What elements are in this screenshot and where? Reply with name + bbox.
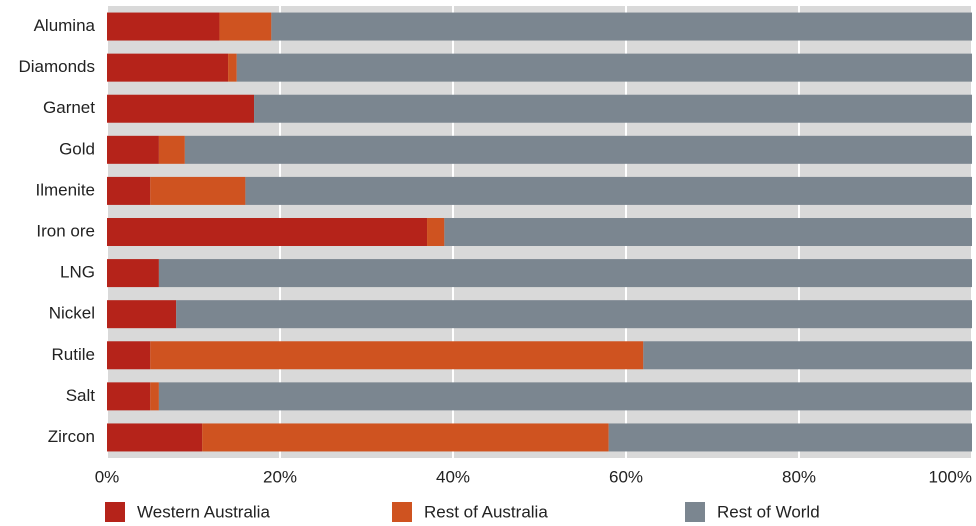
y-tick-label: Iron ore: [36, 221, 95, 240]
x-tick-label: 80%: [782, 467, 816, 486]
y-tick-label: Salt: [66, 386, 96, 405]
legend-label: Rest of Australia: [424, 502, 548, 521]
y-tick-label: Ilmenite: [35, 180, 95, 199]
x-tick-label: 40%: [436, 467, 470, 486]
bar-segment: [254, 94, 973, 123]
bar-segment: [427, 218, 445, 246]
bar-segment: [444, 218, 973, 246]
x-tick-label: 60%: [609, 467, 643, 486]
legend-label: Western Australia: [137, 502, 270, 521]
bar-segment: [219, 12, 272, 41]
bar-segment: [107, 218, 428, 246]
bar-segment: [158, 382, 972, 411]
y-tick-label: Rutile: [52, 345, 95, 364]
y-tick-label: Alumina: [34, 16, 96, 35]
bar-segment: [107, 135, 159, 164]
y-tick-label: LNG: [60, 263, 95, 282]
bar-segment: [107, 423, 203, 452]
x-tick-label: 20%: [263, 467, 297, 486]
bar-segment: [202, 423, 609, 452]
bar-segment: [107, 300, 177, 329]
bar-segment: [245, 176, 972, 205]
bar-segment: [150, 382, 159, 411]
bar-segment: [158, 135, 185, 164]
bar-segment: [236, 53, 972, 82]
x-tick-label: 0%: [95, 467, 120, 486]
bar-segment: [150, 176, 246, 205]
bar-segment: [643, 341, 972, 370]
bar-segment: [184, 135, 973, 164]
bar-segment: [608, 423, 972, 452]
bar-segment: [228, 53, 237, 82]
bar-segment: [107, 94, 255, 123]
y-tick-label: Nickel: [49, 304, 95, 323]
bar-segment: [107, 12, 220, 41]
bar-segment: [107, 341, 151, 370]
bar-segment: [107, 176, 151, 205]
bar-segment: [107, 259, 159, 288]
legend-swatch: [685, 502, 705, 522]
x-tick-label: 100%: [929, 467, 972, 486]
legend-swatch: [392, 502, 412, 522]
bar-segment: [271, 12, 973, 41]
legend-label: Rest of World: [717, 502, 820, 521]
bar-segment: [107, 382, 151, 411]
bar-segment: [107, 53, 229, 82]
y-tick-label: Garnet: [43, 98, 95, 117]
legend-swatch: [105, 502, 125, 522]
y-tick-label: Gold: [59, 139, 95, 158]
y-tick-label: Diamonds: [18, 57, 95, 76]
bar-segment: [158, 259, 972, 288]
y-tick-label: Zircon: [48, 427, 95, 446]
bar-segment: [150, 341, 644, 370]
bar-segment: [176, 300, 972, 329]
